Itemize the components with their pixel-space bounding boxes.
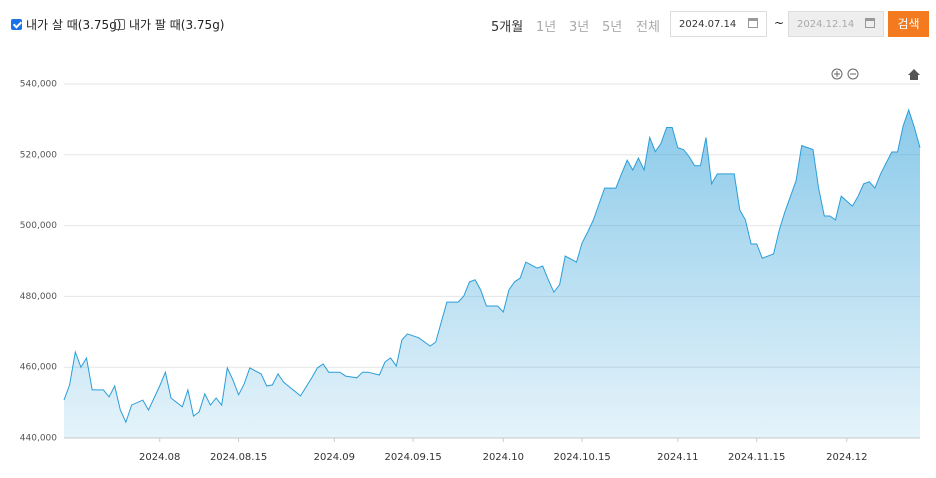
x-tick-label: 2024.12: [826, 452, 867, 463]
calendar-icon: [865, 18, 875, 28]
date-to: 2024.12.14: [788, 11, 884, 37]
y-tick-label: 500,000: [20, 221, 57, 231]
x-tick-label: 2024.09.15: [385, 452, 442, 463]
area-fill: [64, 109, 920, 439]
price-line: [63, 108, 921, 424]
buy-checkbox[interactable]: [11, 19, 22, 30]
date-to-text: 2024.12.14: [797, 19, 855, 30]
zoom-in-icon[interactable]: [831, 68, 843, 80]
period-tab[interactable]: 3년: [569, 20, 590, 35]
calendar-icon: [748, 18, 758, 28]
x-tick-label: 2024.09: [314, 452, 355, 463]
x-tick-label: 2024.11.15: [728, 452, 785, 463]
y-tick-label: 540,000: [20, 80, 57, 90]
buy-label: 내가 살 때(3.75g): [26, 18, 122, 32]
x-tick-label: 2024.08.15: [210, 452, 267, 463]
x-tick-label: 2024.11: [657, 452, 698, 463]
date-from[interactable]: 2024.07.14: [670, 11, 767, 37]
search-button[interactable]: 검색: [888, 11, 929, 37]
x-tick-label: 2024.08: [139, 452, 180, 463]
y-tick-label: 460,000: [20, 363, 57, 373]
period-tab[interactable]: 5개월: [491, 20, 524, 35]
date-from-text: 2024.07.14: [679, 19, 737, 30]
x-tick-label: 2024.10: [483, 452, 524, 463]
period-tab[interactable]: 전체: [636, 20, 660, 35]
period-tab[interactable]: 1년: [536, 20, 557, 35]
y-tick-label: 440,000: [20, 434, 57, 444]
x-tick-label: 2024.10.15: [553, 452, 610, 463]
zoom-out-icon[interactable]: [847, 68, 859, 80]
home-icon[interactable]: [908, 69, 920, 80]
period-tab[interactable]: 5년: [602, 20, 623, 35]
sell-label: 내가 팔 때(3.75g): [129, 18, 225, 32]
date-separator: ~: [774, 16, 785, 30]
sell-checkbox[interactable]: [114, 19, 125, 30]
y-tick-label: 520,000: [20, 150, 57, 160]
y-tick-label: 480,000: [20, 292, 57, 302]
